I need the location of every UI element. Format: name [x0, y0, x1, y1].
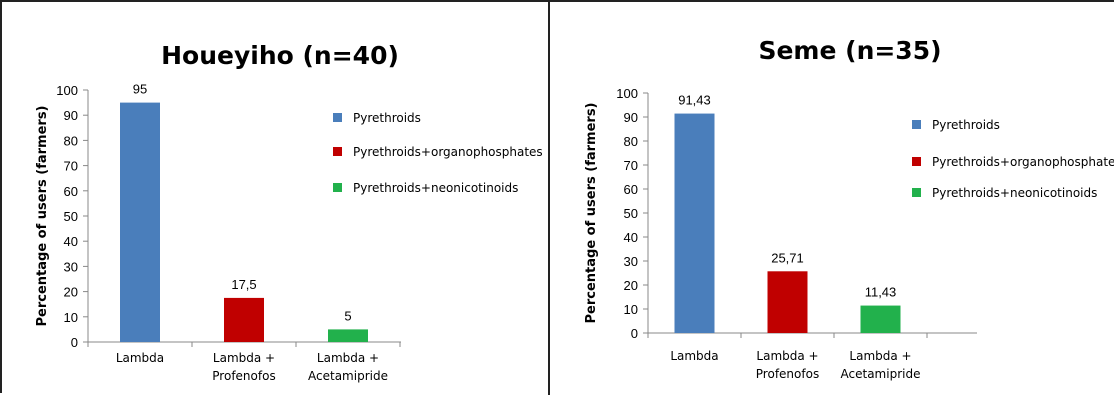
legend-label: Pyrethroids+organophosphates	[932, 155, 1114, 169]
y-tick-label: 70	[64, 159, 78, 174]
y-tick-label: 20	[624, 278, 638, 293]
y-tick-label: 60	[64, 184, 78, 199]
category-label: Lambda +	[317, 351, 379, 365]
data-label: 17,5	[231, 277, 256, 292]
data-label: 11,43	[865, 285, 897, 300]
category-label: Profenofos	[212, 369, 275, 383]
category-label: Profenofos	[756, 367, 819, 381]
chart-panel-seme: Seme (n=35) Percentage of users (farmers)…	[550, 2, 1114, 395]
legend-swatch	[333, 183, 342, 192]
y-tick-label: 60	[624, 182, 638, 197]
chart-title: Houeyiho (n=40)	[161, 41, 399, 70]
data-label: 91,43	[678, 93, 711, 108]
legend-label: Pyrethroids	[353, 111, 421, 125]
panel-divider	[548, 2, 550, 395]
y-tick-label: 70	[624, 158, 638, 173]
category-label: Lambda	[670, 349, 718, 363]
y-tick-label: 100	[616, 86, 638, 101]
legend-swatch	[333, 113, 342, 122]
y-tick-label: 10	[624, 302, 638, 317]
y-tick-label: 100	[56, 83, 78, 98]
legend-label: Pyrethroids+neonicotinoids	[353, 181, 518, 195]
y-axis-label: Percentage of users (farmers)	[35, 106, 50, 327]
bar-1	[674, 113, 715, 334]
y-tick-label: 0	[631, 326, 638, 341]
y-tick-label: 80	[624, 134, 638, 149]
y-tick-label: 30	[64, 259, 78, 274]
chart-houeyiho: Houeyiho (n=40) Percentage of users (farm…	[35, 41, 543, 383]
bar-2	[767, 271, 808, 333]
data-label: 5	[344, 308, 351, 323]
y-tick-label: 50	[64, 209, 78, 224]
legend-swatch	[912, 120, 921, 129]
bar-1	[120, 102, 160, 342]
legend-swatch	[912, 188, 921, 197]
legend-swatch	[333, 147, 342, 156]
bar-2	[224, 297, 264, 342]
y-tick-label: 90	[64, 108, 78, 123]
bar-3	[328, 329, 368, 342]
legend-label: Pyrethroids+neonicotinoids	[932, 186, 1097, 200]
chart-title: Seme (n=35)	[758, 36, 941, 65]
y-tick-label: 80	[64, 133, 78, 148]
category-label: Lambda +	[213, 351, 275, 365]
y-tick-label: 10	[64, 310, 78, 325]
category-label: Lambda +	[756, 349, 818, 363]
y-tick-label: 20	[64, 285, 78, 300]
data-label: 25,71	[771, 250, 804, 265]
bar-3	[860, 305, 901, 333]
data-label: 95	[133, 82, 147, 97]
chart-seme: Seme (n=35) Percentage of users (farmers)…	[584, 36, 1114, 381]
legend-label: Pyrethroids+organophosphates	[353, 145, 543, 159]
category-label: Acetamipride	[841, 367, 921, 381]
y-tick-label: 50	[624, 206, 638, 221]
chart-panel-houeyiho: Houeyiho (n=40) Percentage of users (farm…	[2, 2, 548, 395]
category-label: Lambda +	[849, 349, 911, 363]
legend-swatch	[912, 157, 921, 166]
y-tick-label: 40	[64, 234, 78, 249]
y-tick-label: 90	[624, 110, 638, 125]
category-label: Acetamipride	[308, 369, 388, 383]
y-tick-label: 0	[71, 335, 78, 350]
y-tick-label: 30	[624, 254, 638, 269]
category-label: Lambda	[116, 351, 164, 365]
y-axis-label: Percentage of users (farmers)	[584, 103, 599, 324]
y-tick-label: 40	[624, 230, 638, 245]
legend-label: Pyrethroids	[932, 118, 1000, 132]
